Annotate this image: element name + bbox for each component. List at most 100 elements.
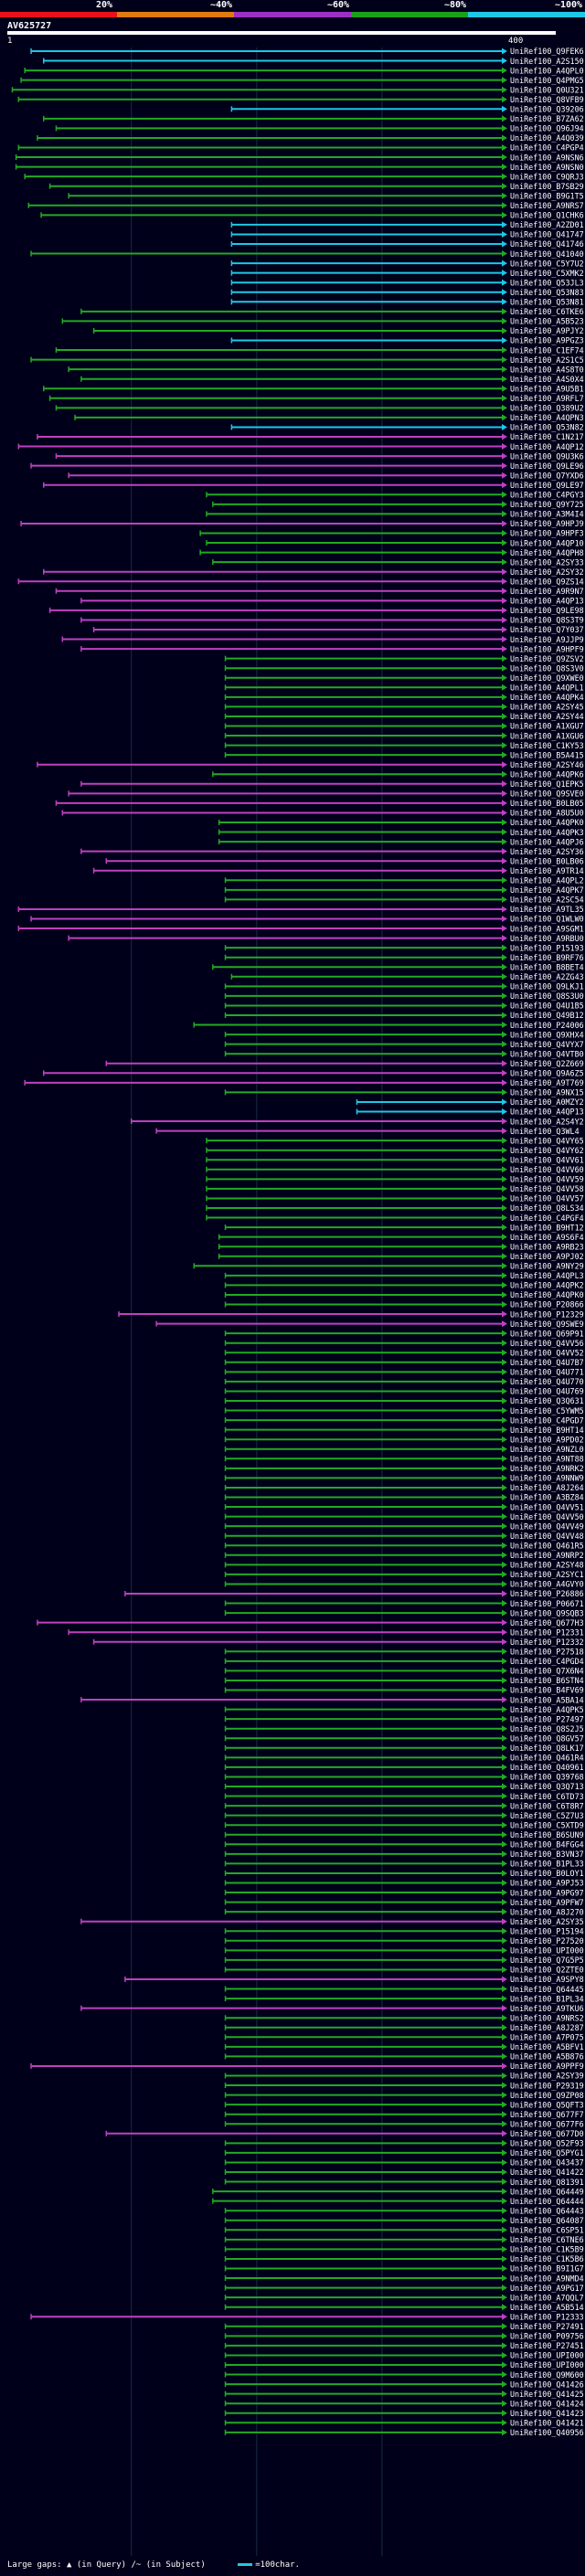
hit-label: UniRef100_Q9ZSV2 xyxy=(510,654,584,663)
hit-label: UniRef100_A1XGU6 xyxy=(510,731,584,740)
hit-arrowhead xyxy=(502,1387,507,1394)
hit-arrowhead xyxy=(502,221,507,228)
hit-arrowhead xyxy=(502,954,507,961)
hit-label: UniRef100_A9NZL0 xyxy=(510,1445,584,1454)
hit-arrowhead xyxy=(502,703,507,710)
hit-label: UniRef100_C6TNE6 xyxy=(510,2235,584,2244)
hit-arrowhead xyxy=(502,2410,507,2417)
identity-scale-label: ~40% xyxy=(209,0,233,10)
hit-label: UniRef100_Q9A6Z5 xyxy=(510,1069,584,1078)
hit-arrowhead xyxy=(502,1446,507,1453)
hit-label: UniRef100_A9PGZ3 xyxy=(510,336,584,345)
hit-label: UniRef100_P15193 xyxy=(510,943,584,952)
hit-arrowhead xyxy=(502,2236,507,2243)
hit-label: UniRef100_A9NRS2 xyxy=(510,2013,584,2022)
hit-arrowhead xyxy=(502,1850,507,1858)
hit-label: UniRef100_A9RBU0 xyxy=(510,934,584,943)
hit-arrowhead xyxy=(502,626,507,633)
hit-arrowhead xyxy=(502,1956,507,1964)
hit-arrowhead xyxy=(502,1600,507,1607)
hit-arrowhead xyxy=(502,1870,507,1877)
hit-arrowhead xyxy=(502,1696,507,1703)
hit-arrowhead xyxy=(502,723,507,729)
hit-arrowhead xyxy=(502,1522,507,1530)
hit-label: UniRef100_Q8S3U0 xyxy=(510,991,584,1001)
hit-label: UniRef100_Q64445 xyxy=(510,1985,584,1994)
hit-arrowhead xyxy=(502,2052,507,2060)
hit-arrowhead xyxy=(502,1320,507,1328)
hit-arrowhead xyxy=(502,1706,507,1713)
hit-label: UniRef100_A9PD02 xyxy=(510,1435,584,1444)
hit-label: UniRef100_P29319 xyxy=(510,2081,584,2090)
hit-arrowhead xyxy=(502,2082,507,2089)
hit-arrowhead xyxy=(502,317,507,324)
hit-arrowhead xyxy=(502,1580,507,1587)
hit-arrowhead xyxy=(502,1156,507,1163)
query-start-tick: 1 xyxy=(7,37,13,46)
hit-label: UniRef100_A9NNW9 xyxy=(510,1474,584,1483)
hit-label: UniRef100_A9NT88 xyxy=(510,1455,584,1464)
hit-arrowhead xyxy=(502,1812,507,1819)
query-end-tick: 400 xyxy=(508,37,524,46)
hit-label: UniRef100_Q3Q713 xyxy=(510,1782,584,1791)
hit-arrowhead xyxy=(502,2255,507,2263)
hit-arrowhead xyxy=(502,2139,507,2147)
hit-arrowhead xyxy=(502,2158,507,2166)
hit-arrowhead xyxy=(502,1725,507,1733)
hit-arrowhead xyxy=(502,1571,507,1578)
hit-arrowhead xyxy=(502,1542,507,1549)
hit-label: UniRef100_UPI000... xyxy=(510,2360,585,2369)
hit-label: UniRef100_A4QP13 xyxy=(510,597,584,606)
hit-label: UniRef100_Q4VV51 xyxy=(510,1502,584,1511)
hit-arrowhead xyxy=(502,645,507,652)
hit-arrowhead xyxy=(502,308,507,315)
hit-label: UniRef100_A2S1C5 xyxy=(510,355,584,365)
hit-label: UniRef100_Q81391 xyxy=(510,2178,584,2187)
hit-label: UniRef100_Q9LKJ1 xyxy=(510,982,584,991)
hit-arrowhead xyxy=(502,1079,507,1087)
hit-arrowhead xyxy=(502,1310,507,1318)
hit-label: UniRef100_B1PL33 xyxy=(510,1860,584,1869)
hit-label: UniRef100_Q9LE98 xyxy=(510,606,584,615)
hit-arrowhead xyxy=(502,2101,507,2108)
hit-arrowhead xyxy=(502,192,507,199)
hit-label: UniRef100_A9PJ02 xyxy=(510,1252,584,1261)
hit-label: UniRef100_Q8VFB9 xyxy=(510,95,584,104)
hit-label: UniRef100_Q2Z669 xyxy=(510,1059,584,1068)
hit-arrowhead xyxy=(502,1995,507,2002)
hit-label: UniRef100_Q3Q631 xyxy=(510,1396,584,1405)
hit-arrowhead xyxy=(502,713,507,720)
hit-arrowhead xyxy=(502,636,507,643)
hit-arrowhead xyxy=(502,520,507,527)
hit-arrowhead xyxy=(502,530,507,536)
hit-label: UniRef100_Q9FEK6 xyxy=(510,48,584,56)
hit-label: UniRef100_UPI000... xyxy=(510,2351,585,2360)
hit-label: UniRef100_Q39768 xyxy=(510,1773,584,1782)
hit-label: UniRef100_Q8S2J5 xyxy=(510,1724,584,1733)
hit-arrowhead xyxy=(502,452,507,460)
hit-label: UniRef100_P26886 xyxy=(510,1589,584,1598)
hit-arrowhead xyxy=(502,809,507,816)
hit-label: UniRef100_Q8LS34 xyxy=(510,1203,584,1213)
hit-arrowhead xyxy=(502,2400,507,2407)
hit-label: UniRef100_P12329 xyxy=(510,1309,584,1319)
hit-label: UniRef100_A2SY44 xyxy=(510,712,584,721)
hit-arrowhead xyxy=(502,655,507,663)
hit-arrowhead xyxy=(502,1648,507,1655)
hit-label: UniRef100_B6SUN9 xyxy=(510,1830,584,1839)
hit-arrowhead xyxy=(502,105,507,112)
hit-arrowhead xyxy=(502,1108,507,1115)
hit-label: UniRef100_Q9ZS14 xyxy=(510,577,584,586)
hit-label: UniRef100_P06671 xyxy=(510,1599,584,1608)
hit-arrowhead xyxy=(502,1899,507,1906)
hit-arrowhead xyxy=(502,260,507,267)
hit-label: UniRef100_Q9SVE0 xyxy=(510,790,584,799)
hit-arrowhead xyxy=(502,1986,507,1993)
hit-arrowhead xyxy=(502,1330,507,1337)
hit-label: UniRef100_C1KY53 xyxy=(510,741,584,750)
hit-arrowhead xyxy=(502,2390,507,2398)
hit-label: UniRef100_A7P075 xyxy=(510,2033,584,2042)
hit-arrowhead xyxy=(502,1667,507,1674)
hit-label: UniRef100_Q2ZTE0 xyxy=(510,1966,584,1975)
hit-arrowhead xyxy=(502,298,507,305)
